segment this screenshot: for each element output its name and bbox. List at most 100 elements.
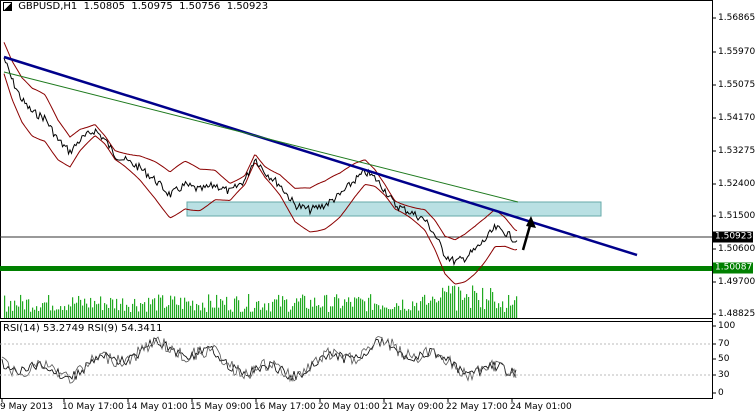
- volume-bar: [264, 303, 266, 318]
- rsi-tick-label: 0: [718, 388, 724, 398]
- volume-bar: [266, 310, 268, 318]
- volume-bar: [124, 310, 126, 318]
- volume-bar: [184, 297, 186, 318]
- symbol-label: GBPUSD,H1: [18, 1, 78, 12]
- volume-bar: [110, 297, 112, 318]
- volume-bar: [400, 310, 402, 318]
- volume-bar: [452, 286, 454, 318]
- volume-bar: [364, 301, 366, 318]
- volume-bar: [406, 310, 408, 318]
- volume-bar: [178, 305, 180, 318]
- volume-bar: [280, 306, 282, 318]
- volume-bar: [412, 301, 414, 318]
- volume-bar: [492, 292, 494, 318]
- rsi-tick-label: 100: [718, 321, 736, 331]
- price-tick-label: 1.52400: [718, 179, 755, 189]
- volume-bar: [226, 296, 228, 318]
- volume-bar: [268, 303, 270, 318]
- volume-bar: [380, 309, 382, 318]
- volume-bar: [514, 300, 516, 318]
- support-horizontal-line[interactable]: [0, 266, 712, 271]
- volume-bar: [206, 311, 208, 318]
- volume-bar: [52, 305, 54, 318]
- volume-bar: [344, 299, 346, 318]
- volume-bar: [260, 309, 262, 318]
- volume-bar: [240, 311, 242, 318]
- volume-bar: [422, 296, 424, 318]
- volume-bar: [134, 298, 136, 318]
- volume-bar: [274, 299, 276, 318]
- volume-bar: [14, 300, 16, 318]
- volume-bar: [464, 297, 466, 318]
- volume-bar: [36, 306, 38, 318]
- price-tick-label: 1.56865: [718, 13, 755, 23]
- volume-bar: [242, 311, 244, 318]
- volume-bar: [494, 301, 496, 318]
- volume-bar: [68, 304, 70, 318]
- volume-bar: [474, 290, 476, 318]
- price-tick-label: 1.50600: [718, 244, 755, 254]
- volume-bar: [402, 299, 404, 318]
- volume-bar: [236, 296, 238, 318]
- volume-bar: [90, 297, 92, 318]
- volume-bar: [346, 301, 348, 318]
- volume-bar: [302, 294, 304, 318]
- close-value: 1.50923: [226, 1, 269, 12]
- volume-bar: [32, 307, 34, 318]
- volume-bar: [322, 306, 324, 318]
- volume-bar: [420, 301, 422, 318]
- volume-bar: [294, 302, 296, 318]
- volume-bar: [84, 298, 86, 318]
- volume-bar: [278, 294, 280, 318]
- volume-bar: [20, 294, 22, 318]
- volume-bar: [368, 297, 370, 318]
- volume-bar: [162, 295, 164, 318]
- volume-bar: [382, 305, 384, 318]
- volume-bar: [180, 297, 182, 318]
- up-arrow-icon[interactable]: [521, 216, 536, 251]
- volume-bar: [450, 293, 452, 318]
- volume-bar: [224, 304, 226, 318]
- volume-bar: [216, 294, 218, 318]
- volume-bar: [30, 311, 32, 318]
- volume-bar: [38, 310, 40, 318]
- price-axis-ticks: [712, 17, 716, 394]
- volume-bar: [64, 306, 66, 318]
- volume-bar: [434, 298, 436, 318]
- volume-bar: [74, 303, 76, 318]
- volume-bar: [150, 304, 152, 318]
- volume-bar: [122, 298, 124, 318]
- volume-bar: [50, 310, 52, 318]
- volume-bar: [116, 298, 118, 318]
- chart-header: GBPUSD,H1 1.50805 1.50975 1.50756 1.5092…: [3, 1, 268, 12]
- volume-bar: [96, 304, 98, 318]
- volume-bar: [202, 302, 204, 318]
- volume-bar: [312, 306, 314, 318]
- volume-bar: [338, 298, 340, 318]
- volume-bar: [230, 309, 232, 318]
- volume-bar: [446, 292, 448, 318]
- time-tick-label: 21 May 09:00: [382, 402, 444, 412]
- price-zone-rectangle[interactable]: [186, 201, 602, 217]
- volume-bar: [472, 285, 474, 318]
- volume-bar: [174, 296, 176, 318]
- volume-bar: [76, 302, 78, 318]
- volume-bar: [384, 307, 386, 318]
- volume-bar: [220, 298, 222, 318]
- volume-bar: [336, 294, 338, 318]
- blue-trendline[interactable]: [3, 55, 638, 257]
- green-trendline[interactable]: [3, 71, 519, 203]
- rsi-tick-label: 50: [718, 354, 730, 364]
- volume-bar: [362, 299, 364, 318]
- volume-bar: [100, 296, 102, 318]
- volume-bar: [408, 309, 410, 318]
- volume-bar: [508, 294, 510, 318]
- volume-bar: [404, 308, 406, 318]
- volume-bar: [372, 309, 374, 318]
- volume-bar: [316, 305, 318, 318]
- volume-bar: [24, 309, 26, 318]
- volume-bar: [328, 311, 330, 318]
- volume-bar: [212, 307, 214, 318]
